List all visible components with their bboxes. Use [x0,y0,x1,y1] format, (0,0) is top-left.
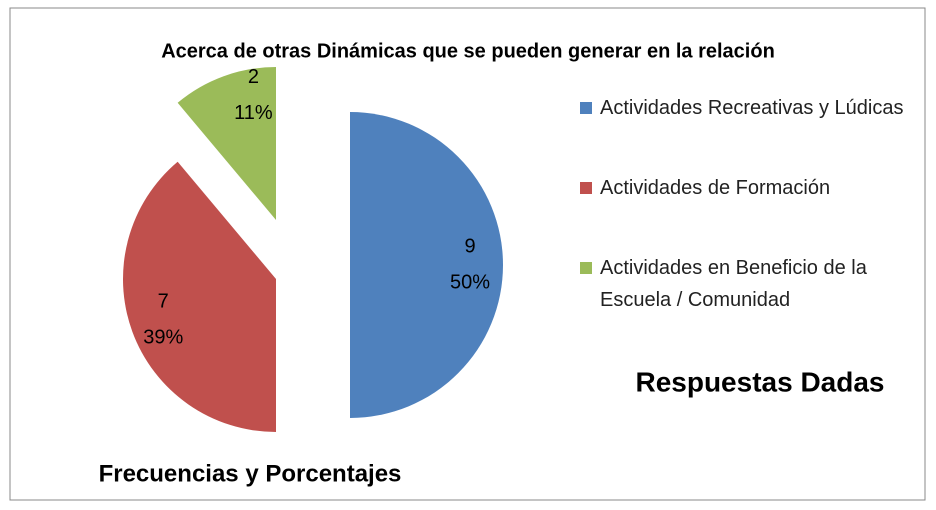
pie-slice [123,161,276,432]
pie-slice [177,67,276,220]
legend-label: Actividades en Beneficio de la Escuela /… [600,257,867,311]
percent-label: 39% [143,326,183,348]
legend-item: Actividades de Formación [580,172,910,204]
legend-swatch [580,102,592,114]
pie-slice [350,112,503,418]
legend-swatch [580,262,592,274]
data-label: 9 [464,235,475,257]
legend-item: Actividades en Beneficio de la Escuela /… [580,252,910,316]
percent-label: 50% [450,271,490,293]
legend-label: Actividades Recreativas y Lúdicas [600,97,904,119]
x-label: Frecuencias y Porcentajes [99,460,402,487]
data-label: 7 [158,290,169,312]
legend-title: Respuestas Dadas [635,366,884,397]
percent-label: 11% [234,102,273,124]
legend-swatch [580,182,592,194]
chart-title: Acerca de otras Dinámicas que se pueden … [161,40,775,62]
legend-label: Actividades de Formación [600,177,831,199]
data-label: 2 [248,66,259,88]
legend-item: Actividades Recreativas y Lúdicas [580,92,910,124]
